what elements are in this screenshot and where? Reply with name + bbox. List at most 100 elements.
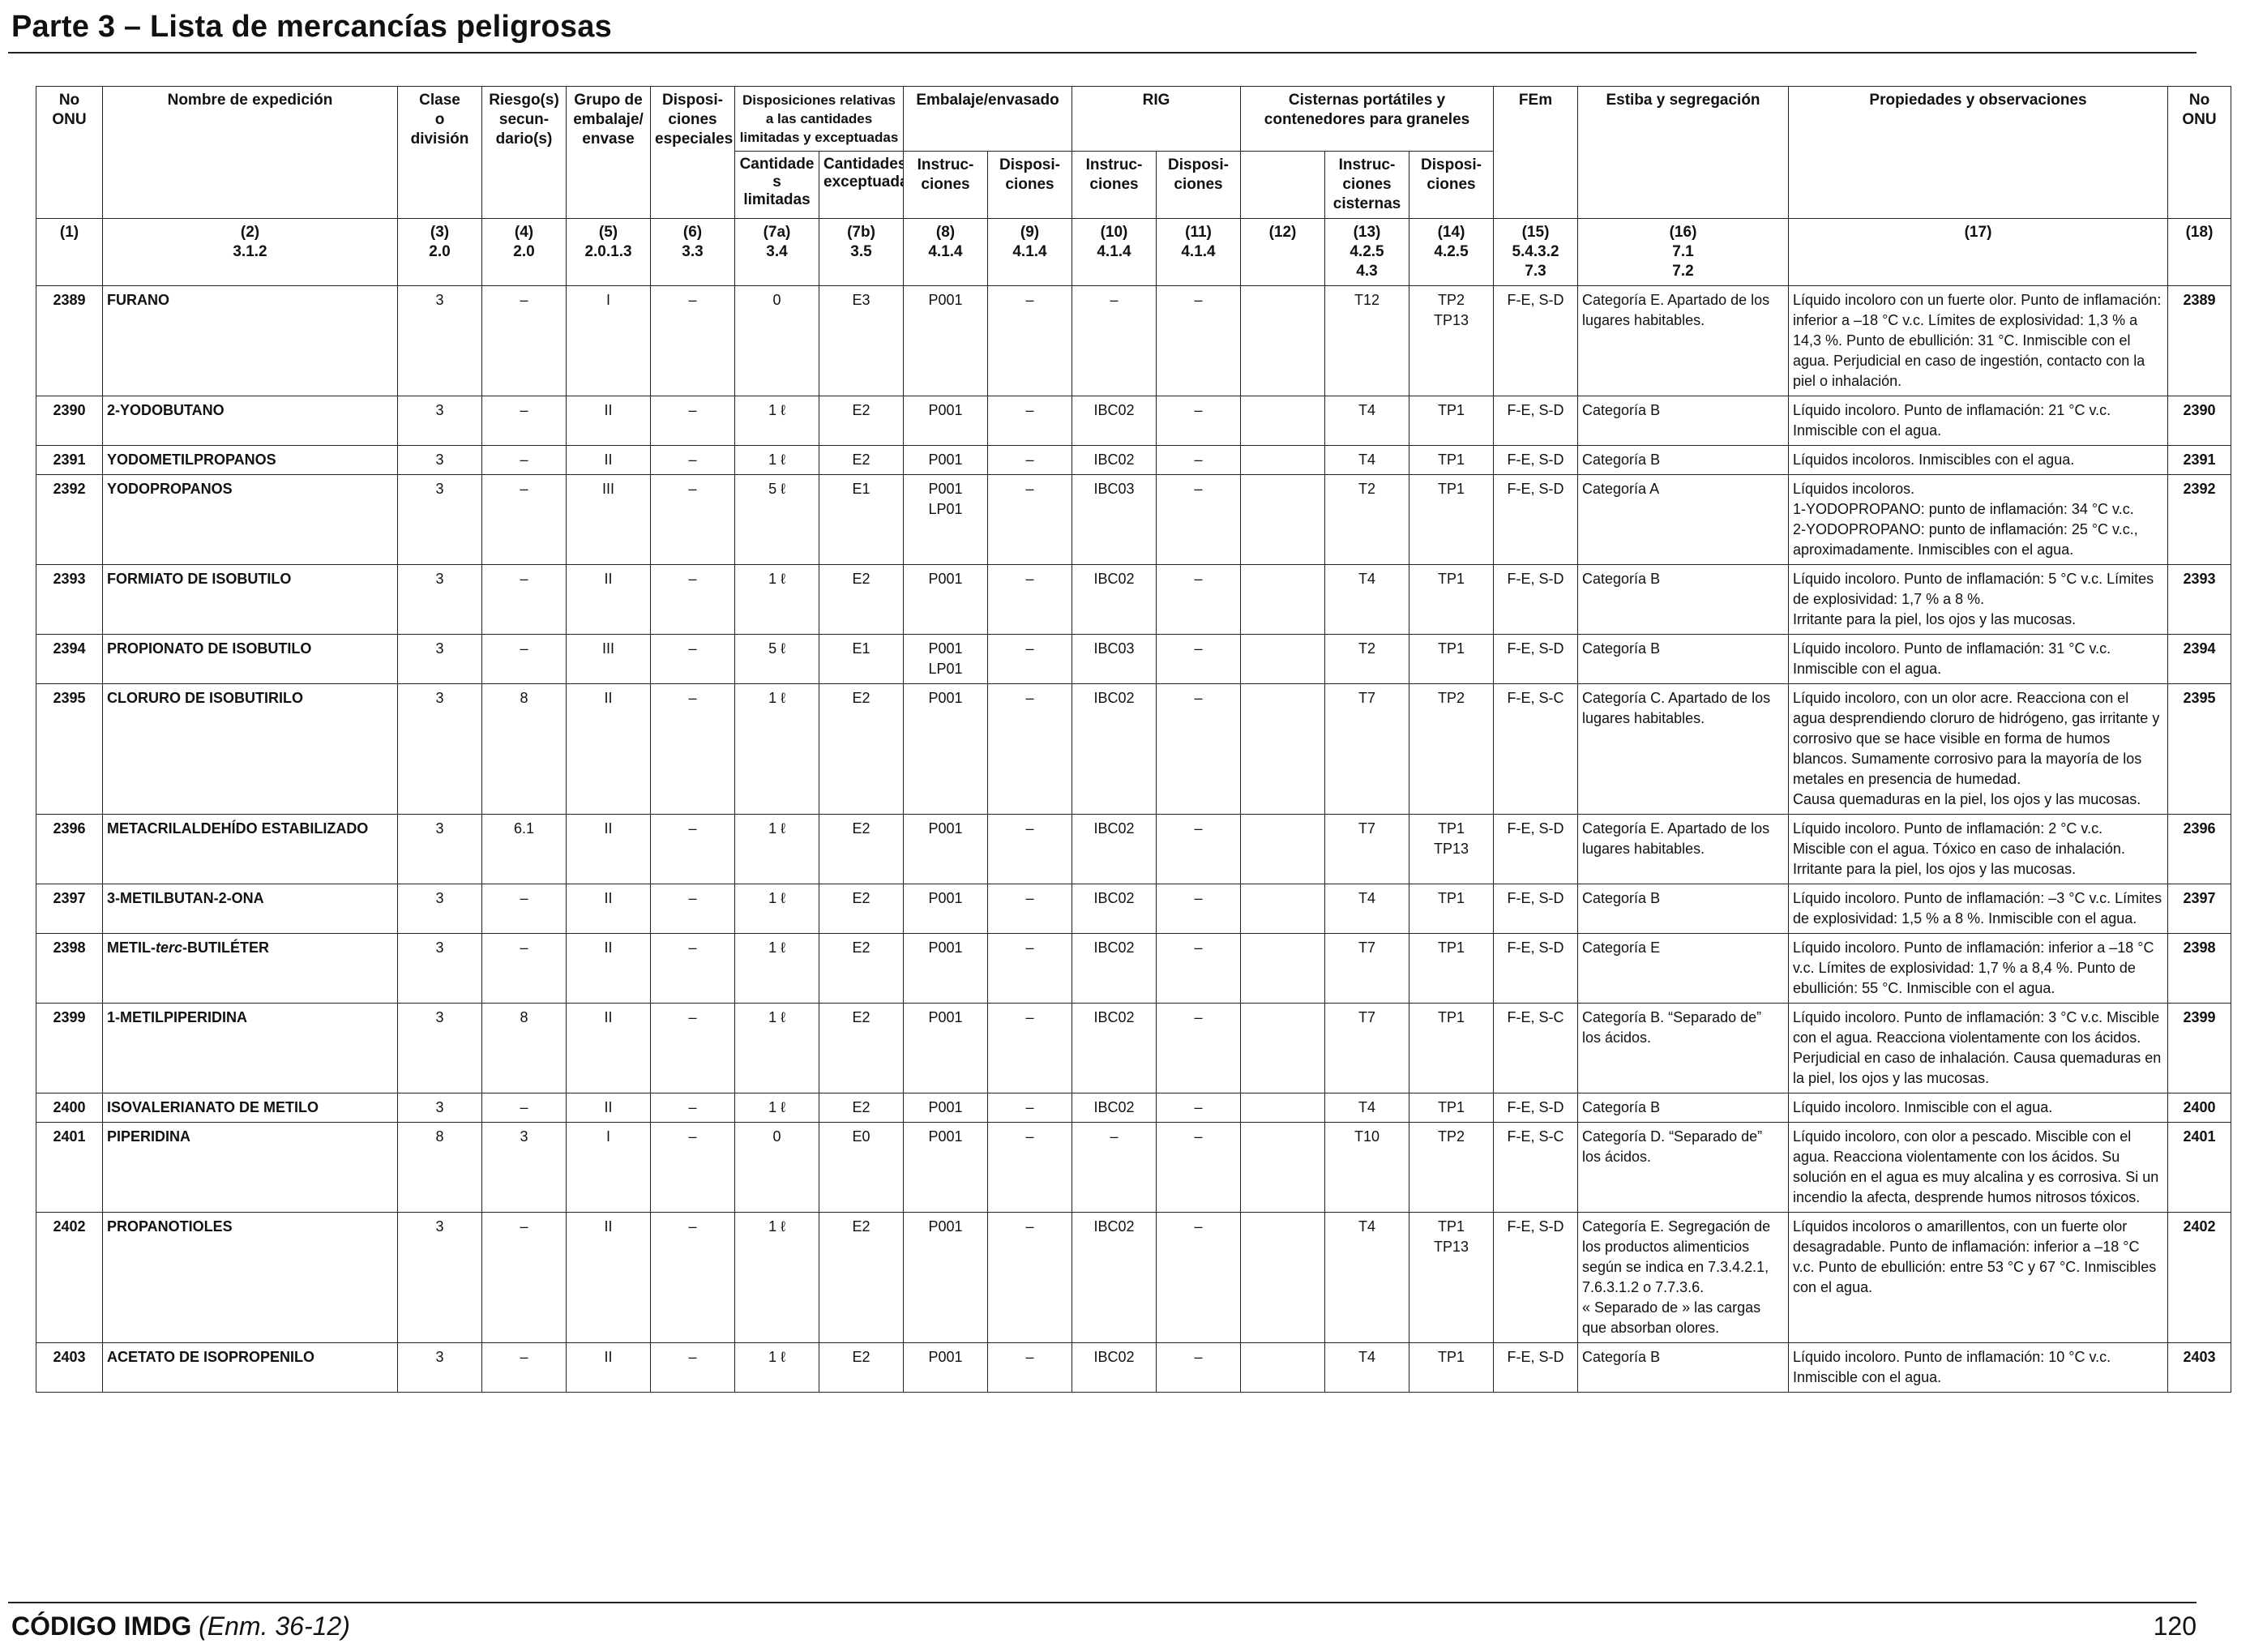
table-row: 2400 ISOVALERIANATO DE METILO 3– II –1 ℓ E2 P0…: [36, 1093, 2232, 1123]
limited-quantity: 5 ℓ: [734, 634, 819, 684]
special-provisions: –: [650, 474, 735, 565]
reference-cell: (5) 2.0.1.3: [566, 218, 651, 286]
subsidiary-risk: –: [481, 1342, 567, 1393]
header-col12-blank: [1240, 151, 1325, 219]
header-tank-provisions: Disposi- ciones: [1408, 151, 1495, 219]
class: 3: [397, 814, 482, 884]
packing-instruction: P001: [903, 933, 988, 1004]
un-number-right: 2392: [2167, 474, 2232, 565]
ibc-provision: –: [1156, 814, 1241, 884]
col12-cell: [1240, 285, 1325, 396]
table-row: 2397 3-METILBUTAN-2-ONA 3– II –1 ℓ E2 P001– IBC…: [36, 884, 2232, 934]
ibc-instruction: –: [1072, 1122, 1157, 1213]
stowage: Categoría A: [1577, 474, 1790, 565]
header-un-number-right: No ONU: [2167, 86, 2232, 219]
un-number: 2400: [36, 1093, 103, 1123]
packing-instruction: P001: [903, 564, 988, 635]
table-row: 2393 FORMIATO DE ISOBUTILO 3– II –1 ℓ E2 P001–…: [36, 564, 2232, 635]
tank-provision: TP1: [1408, 445, 1495, 475]
packing-instruction: P001: [903, 285, 988, 396]
tank-provision: TP1: [1408, 634, 1495, 684]
header-packing-instructions: Instruc- ciones: [903, 151, 988, 219]
properties: Líquido incoloro. Inmiscible con el agua…: [1788, 1093, 2169, 1123]
packing-provision: –: [987, 285, 1072, 396]
special-provisions: –: [650, 445, 735, 475]
class: 3: [397, 396, 482, 446]
subsidiary-risk: 6.1: [481, 814, 567, 884]
excepted-quantity: E2: [819, 814, 904, 884]
packing-provision: –: [987, 474, 1072, 565]
class: 3: [397, 933, 482, 1004]
packing-instruction: P001: [903, 445, 988, 475]
packing-provision: –: [987, 1093, 1072, 1123]
reference-cell: (10) 4.1.4: [1072, 218, 1157, 286]
class: 3: [397, 445, 482, 475]
ibc-provision: –: [1156, 933, 1241, 1004]
packing-provision: –: [987, 1003, 1072, 1093]
packing-group: II: [566, 564, 651, 635]
un-number: 2391: [36, 445, 103, 475]
excepted-quantity: E2: [819, 1212, 904, 1343]
header-packing: Embalaje/envasado: [903, 86, 1072, 152]
special-provisions: –: [650, 933, 735, 1004]
subsidiary-risk: 3: [481, 1122, 567, 1213]
ems: F-E, S-D: [1493, 285, 1579, 396]
limited-quantity: 1 ℓ: [734, 445, 819, 475]
shipping-name: YODOPROPANOS: [102, 474, 398, 565]
stowage: Categoría E. Segregación de los producto…: [1577, 1212, 1790, 1343]
limited-quantity: 1 ℓ: [734, 1003, 819, 1093]
footer-code: CÓDIGO IMDG (Enm. 36-12): [11, 1611, 350, 1641]
packing-group: II: [566, 933, 651, 1004]
un-number: 2399: [36, 1003, 103, 1093]
reference-cell: (15) 5.4.3.2 7.3: [1493, 218, 1579, 286]
limited-quantity: 1 ℓ: [734, 933, 819, 1004]
ibc-instruction: IBC02: [1072, 884, 1157, 934]
tank-provision: TP2: [1408, 1122, 1495, 1213]
un-number: 2390: [36, 396, 103, 446]
col12-cell: [1240, 445, 1325, 475]
special-provisions: –: [650, 884, 735, 934]
un-number-right: 2389: [2167, 285, 2232, 396]
un-number-right: 2395: [2167, 683, 2232, 815]
excepted-quantity: E2: [819, 683, 904, 815]
ibc-provision: –: [1156, 1003, 1241, 1093]
shipping-name: ACETATO DE ISOPROPENILO: [102, 1342, 398, 1393]
stowage: Categoría E. Apartado de los lugares hab…: [1577, 285, 1790, 396]
table-row: 2389 FURANO 3– I –0 E3 P001– – – T12 TP2 TP13 F-E, …: [36, 285, 2232, 396]
header-packing-group: Grupo de embalaje/ envase: [566, 86, 651, 219]
stowage: Categoría B: [1577, 884, 1790, 934]
reference-cell: (3) 2.0: [397, 218, 482, 286]
packing-group: II: [566, 884, 651, 934]
tank-instruction: T4: [1324, 1212, 1409, 1343]
packing-instruction: P001 LP01: [903, 474, 988, 565]
ems: F-E, S-D: [1493, 445, 1579, 475]
tank-provision: TP1: [1408, 474, 1495, 565]
un-number: 2392: [36, 474, 103, 565]
tank-provision: TP1: [1408, 396, 1495, 446]
packing-instruction: P001: [903, 1003, 988, 1093]
col12-cell: [1240, 1093, 1325, 1123]
excepted-quantity: E2: [819, 933, 904, 1004]
header-ibc-instructions: Instruc- ciones: [1072, 151, 1157, 219]
shipping-name: METACRILALDEHÍDO ESTABILIZADO: [102, 814, 398, 884]
shipping-name: FURANO: [102, 285, 398, 396]
col12-cell: [1240, 1122, 1325, 1213]
ibc-instruction: IBC02: [1072, 564, 1157, 635]
properties: Líquido incoloro. Punto de inflamación: …: [1788, 1342, 2169, 1393]
ems: F-E, S-D: [1493, 1342, 1579, 1393]
class: 3: [397, 1212, 482, 1343]
un-number-right: 2400: [2167, 1093, 2232, 1123]
tank-provision: TP1 TP13: [1408, 814, 1495, 884]
ibc-provision: –: [1156, 396, 1241, 446]
limited-quantity: 1 ℓ: [734, 683, 819, 815]
un-number: 2393: [36, 564, 103, 635]
tank-instruction: T4: [1324, 445, 1409, 475]
un-number-right: 2390: [2167, 396, 2232, 446]
header-ibc-provisions: Disposi- ciones: [1156, 151, 1241, 219]
excepted-quantity: E2: [819, 1003, 904, 1093]
properties: Líquido incoloro. Punto de inflamación: …: [1788, 634, 2169, 684]
excepted-quantity: E1: [819, 474, 904, 565]
shipping-name: FORMIATO DE ISOBUTILO: [102, 564, 398, 635]
ems: F-E, S-D: [1493, 474, 1579, 565]
reference-cell: (16) 7.1 7.2: [1577, 218, 1790, 286]
